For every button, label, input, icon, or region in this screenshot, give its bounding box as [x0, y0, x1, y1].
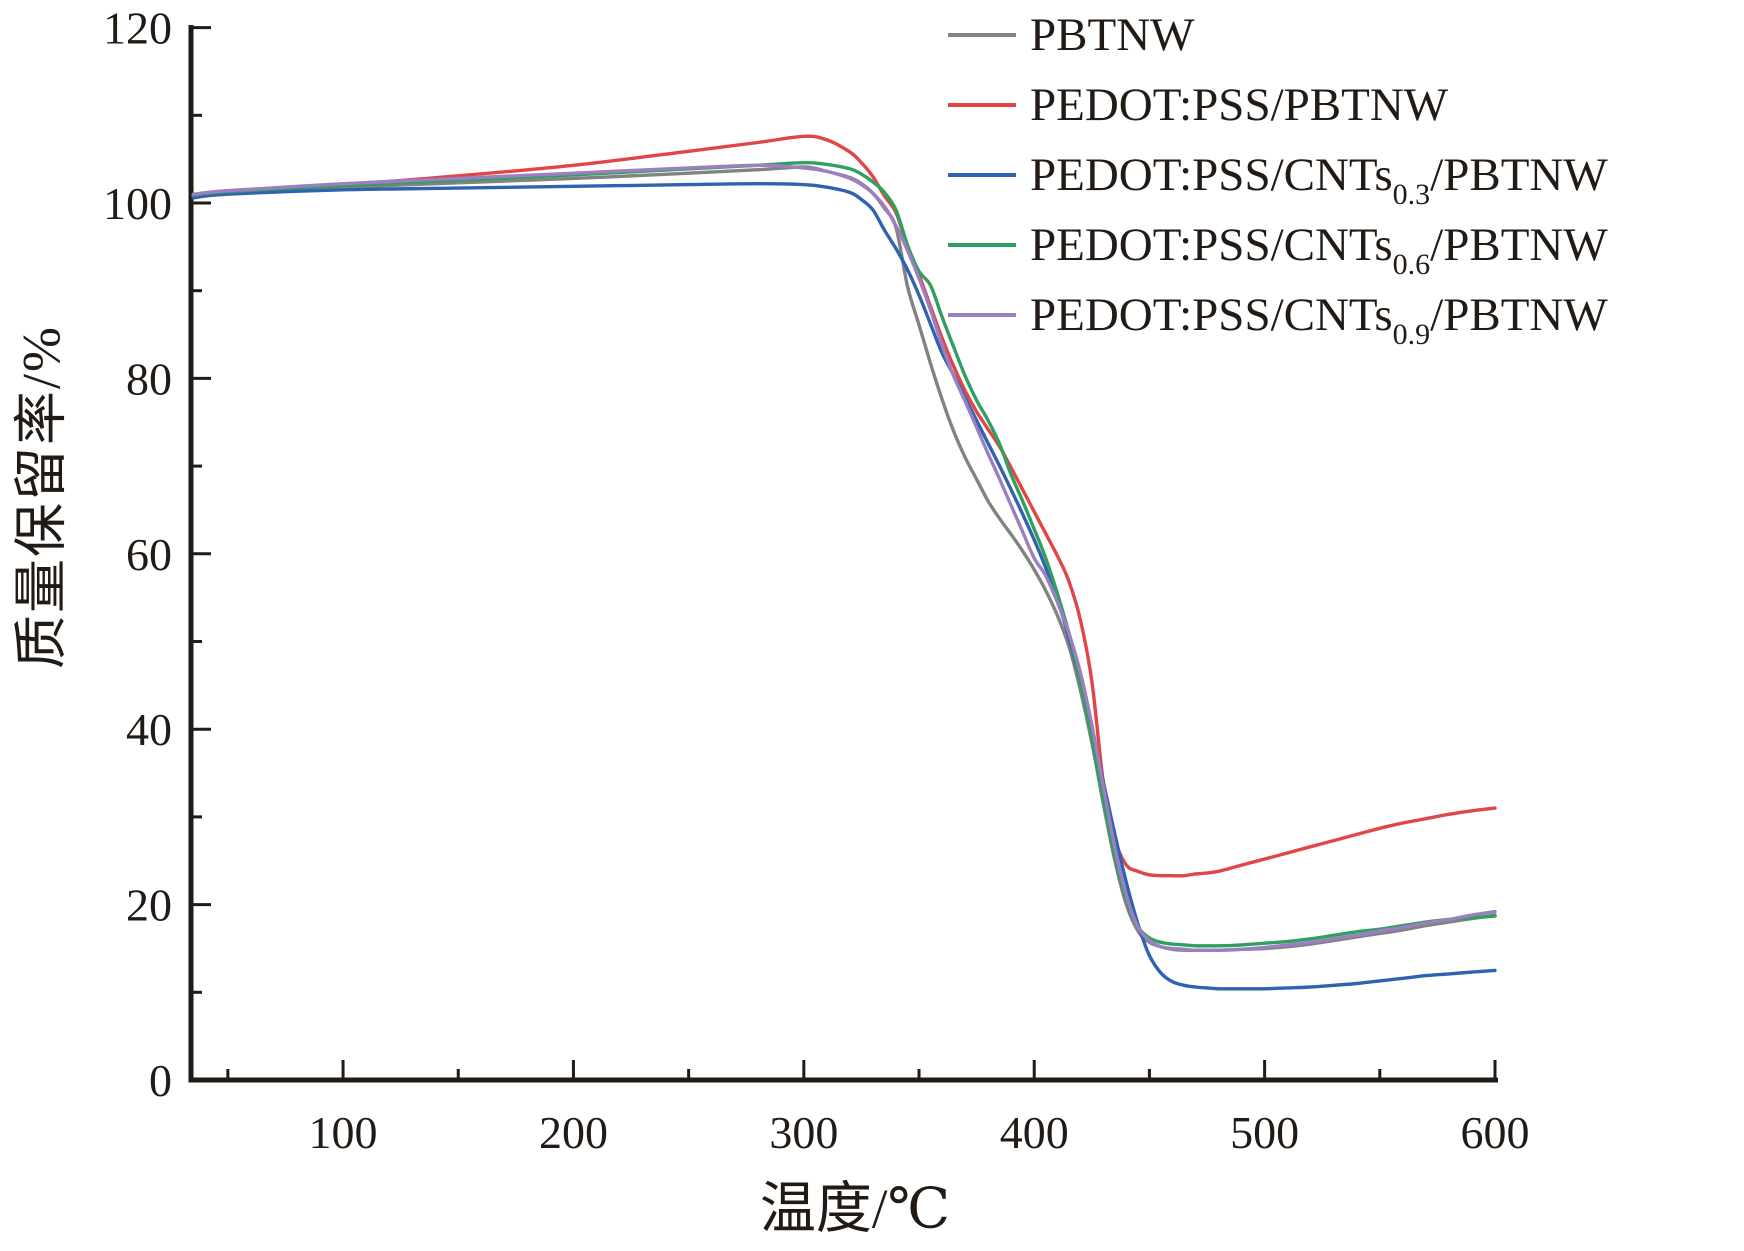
legend-swatch-line: [948, 103, 1016, 107]
legend-item-2: PEDOT:PSS/CNTs0.3/PBTNW: [948, 140, 1608, 210]
series-line-PEDOT:PSS/CNTs0.3/PBTNW: [191, 182, 1497, 991]
legend-label: PBTNW: [1030, 8, 1195, 61]
x-axis-title: 温度/℃: [759, 1178, 951, 1241]
legend-label-text: PBTNW: [1030, 8, 1195, 61]
legend: PBTNW PEDOT:PSS/PBTNW PEDOT:PSS/CNTs0.3/PB…: [948, 0, 1608, 350]
x-tick-label: 300: [769, 1107, 838, 1158]
legend-label: PEDOT:PSS/PBTNW: [1030, 78, 1449, 131]
legend-item-1: PEDOT:PSS/PBTNW: [948, 70, 1608, 140]
legend-label-text: PEDOT:PSS/PBTNW: [1030, 78, 1449, 131]
legend-swatch-line: [948, 33, 1016, 37]
y-tick-label: 0: [149, 1055, 172, 1106]
y-tick-label: 120: [103, 3, 172, 54]
y-axis-title: 质量保留率/%: [11, 325, 72, 669]
x-tick-label: 100: [309, 1107, 378, 1158]
legend-label: PEDOT:PSS/CNTs0.9/PBTNW: [1030, 288, 1608, 349]
legend-label-subscript: 0.3: [1392, 177, 1431, 211]
x-tick-label: 600: [1461, 1107, 1530, 1158]
y-tick-label: 20: [126, 880, 172, 931]
legend-label-text: /PBTNW: [1430, 288, 1608, 341]
y-tick-label: 60: [126, 529, 172, 580]
legend-swatch-line: [948, 173, 1016, 177]
legend-item-3: PEDOT:PSS/CNTs0.6/PBTNW: [948, 210, 1608, 280]
legend-label-text: PEDOT:PSS/CNTs: [1030, 218, 1393, 271]
legend-item-4: PEDOT:PSS/CNTs0.9/PBTNW: [948, 280, 1608, 350]
y-tick-label: 40: [126, 704, 172, 755]
legend-swatch-line: [948, 243, 1016, 247]
y-tick-label: 80: [126, 353, 172, 404]
legend-swatch-line: [948, 313, 1016, 317]
legend-label-subscript: 0.9: [1392, 317, 1431, 351]
series-line-PEDOT:PSS/PBTNW: [191, 134, 1497, 878]
legend-label: PEDOT:PSS/CNTs0.3/PBTNW: [1030, 148, 1608, 209]
series-line-PEDOT:PSS/CNTs0.9/PBTNW: [191, 163, 1497, 952]
legend-item-0: PBTNW: [948, 0, 1608, 70]
legend-label-text: PEDOT:PSS/CNTs: [1030, 148, 1393, 201]
x-tick-label: 500: [1230, 1107, 1299, 1158]
legend-label-subscript: 0.6: [1392, 247, 1431, 281]
legend-label-text: /PBTNW: [1430, 218, 1608, 271]
x-tick-label: 200: [539, 1107, 608, 1158]
legend-label-text: PEDOT:PSS/CNTs: [1030, 288, 1393, 341]
series-line-PEDOT:PSS/CNTs0.6/PBTNW: [191, 160, 1497, 948]
legend-label: PEDOT:PSS/CNTs0.6/PBTNW: [1030, 218, 1608, 279]
legend-label-text: /PBTNW: [1430, 148, 1608, 201]
y-tick-label: 100: [103, 178, 172, 229]
x-tick-label: 400: [1000, 1107, 1069, 1158]
